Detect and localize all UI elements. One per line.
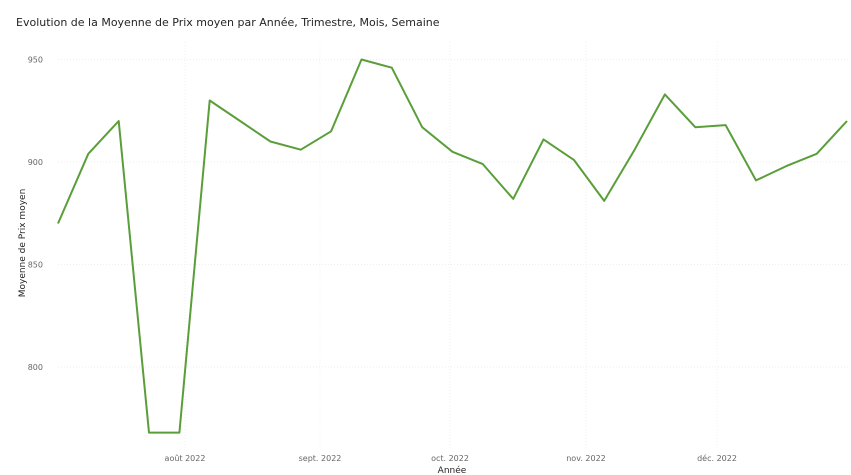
data-point[interactable] bbox=[207, 98, 213, 104]
data-point[interactable] bbox=[783, 163, 789, 169]
data-point[interactable] bbox=[358, 57, 364, 63]
y-tick-label: 950 bbox=[28, 56, 43, 65]
x-axis-title: Année bbox=[438, 465, 467, 475]
gridlines bbox=[58, 42, 848, 448]
data-point[interactable] bbox=[723, 122, 729, 128]
data-point[interactable] bbox=[692, 124, 698, 130]
data-point[interactable] bbox=[541, 136, 547, 142]
x-tick-label: oct. 2022 bbox=[431, 454, 469, 463]
series-layer bbox=[55, 57, 850, 436]
data-point[interactable] bbox=[237, 118, 243, 124]
data-point[interactable] bbox=[116, 118, 122, 124]
x-tick-label: août 2022 bbox=[165, 454, 206, 463]
y-tick-label: 800 bbox=[28, 363, 43, 372]
x-axis-ticks: août 2022 sept. 2022 oct. 2022 nov. 2022 déc… bbox=[165, 453, 737, 463]
y-axis-title: Moyenne de Prix moyen bbox=[18, 189, 28, 298]
data-point[interactable] bbox=[632, 147, 638, 153]
chart-title: Evolution de la Moyenne de Prix moyen pa… bbox=[16, 16, 440, 29]
x-tick-label: sept. 2022 bbox=[299, 454, 342, 463]
data-point[interactable] bbox=[85, 151, 91, 157]
series-line bbox=[57, 58, 848, 434]
data-point[interactable] bbox=[662, 91, 668, 97]
y-tick-label: 900 bbox=[28, 158, 43, 167]
y-axis-ticks: 800 850 900 950 bbox=[28, 56, 43, 373]
data-point[interactable] bbox=[298, 147, 304, 153]
data-point[interactable] bbox=[844, 118, 850, 124]
data-point[interactable] bbox=[753, 177, 759, 183]
data-point[interactable] bbox=[267, 139, 273, 145]
data-point[interactable] bbox=[814, 151, 820, 157]
data-point[interactable] bbox=[510, 196, 516, 202]
x-tick-label: déc. 2022 bbox=[697, 453, 737, 463]
data-point[interactable] bbox=[480, 161, 486, 167]
data-point[interactable] bbox=[176, 430, 182, 436]
data-point[interactable] bbox=[571, 157, 577, 163]
x-tick-label: nov. 2022 bbox=[566, 454, 606, 463]
y-tick-label: 850 bbox=[28, 261, 43, 270]
data-point[interactable] bbox=[450, 149, 456, 155]
data-point[interactable] bbox=[146, 430, 152, 436]
data-point[interactable] bbox=[328, 128, 334, 134]
data-point[interactable] bbox=[389, 65, 395, 71]
data-point[interactable] bbox=[55, 221, 61, 227]
data-point[interactable] bbox=[601, 198, 607, 204]
data-point[interactable] bbox=[419, 124, 425, 130]
